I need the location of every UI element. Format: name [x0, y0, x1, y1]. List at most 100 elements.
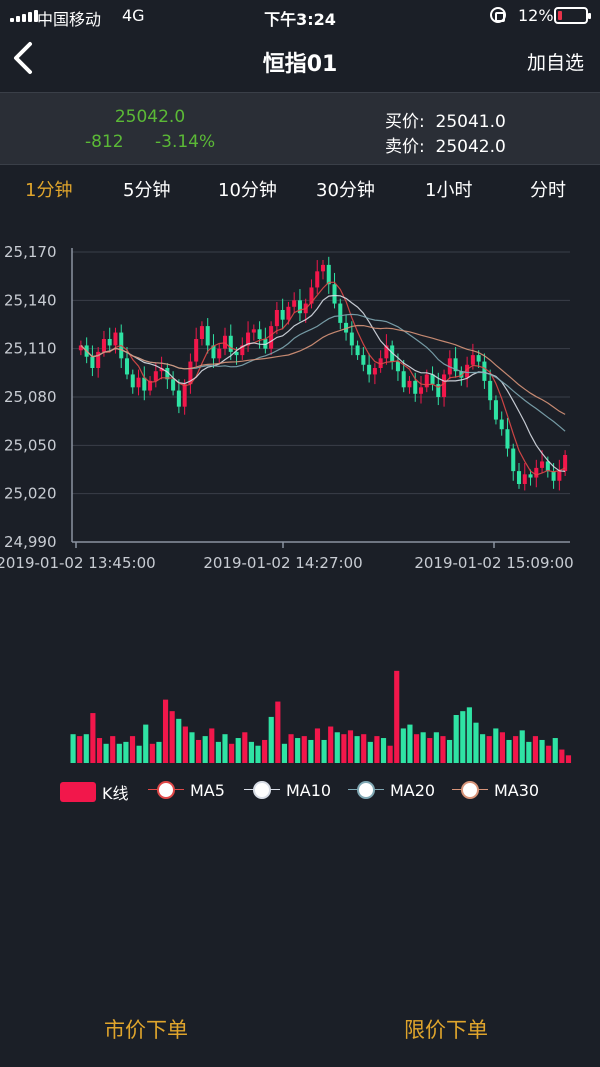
candle-body [372, 368, 377, 375]
candle-body [217, 348, 222, 359]
candle-body [459, 371, 464, 378]
candle-body [96, 351, 101, 368]
candle-body [176, 390, 181, 407]
volume-bar [189, 732, 195, 763]
candle-body [194, 339, 199, 362]
volume-bar [433, 732, 439, 763]
candle-body [182, 384, 187, 407]
bid-value: 25041.0 [435, 112, 506, 132]
volume-bar [552, 738, 558, 763]
volume-bar [169, 711, 175, 763]
candle-body [418, 387, 424, 394]
volume-bar [156, 741, 162, 763]
volume-bar [295, 738, 301, 763]
candle-body [142, 377, 147, 391]
candle-body [401, 371, 406, 388]
candle-body [309, 287, 314, 304]
ma30-line [80, 324, 566, 415]
volume-bar [440, 736, 446, 763]
candle-body [551, 471, 556, 481]
candle-body [148, 380, 153, 391]
candlestick-chart[interactable]: 25,170 25,140 25,110 25,080 25,050 25,020 24,9… [0, 230, 600, 575]
volume-bar [162, 699, 169, 763]
volume-bar [354, 736, 360, 763]
candle-body [326, 264, 331, 285]
candle-body [113, 332, 118, 346]
volume-bar [473, 722, 479, 763]
candle-body [153, 371, 158, 381]
y-tick-label: 25,080 [4, 388, 57, 406]
battery-percent: 12% [518, 6, 554, 25]
candle-body [315, 271, 320, 288]
limit-order-button[interactable]: 限价下单 [404, 1018, 488, 1042]
volume-bar [361, 734, 367, 763]
volume-bar [546, 745, 552, 763]
candle-body [465, 364, 470, 378]
volume-bar [387, 745, 393, 763]
volume-bar [539, 739, 545, 763]
rotation-lock-icon [490, 7, 506, 23]
candle-body [297, 300, 302, 314]
y-tick-label: 25,170 [4, 243, 57, 261]
candle-body [511, 448, 516, 472]
candle-body [246, 332, 251, 346]
volume-bar [506, 739, 512, 763]
legend-k: K线 [60, 780, 129, 804]
candle-body [240, 345, 245, 356]
candle-body [274, 310, 279, 327]
x-tick-label: 2019-01-02 13:45:00 [0, 554, 156, 572]
volume-bar [83, 734, 89, 763]
volume-bar [182, 726, 188, 763]
candle-body [344, 322, 349, 333]
candle-body [522, 474, 527, 484]
candle-body [476, 355, 481, 362]
volume-bar [176, 718, 182, 763]
candle-body [332, 284, 337, 304]
volume-bar [559, 749, 565, 763]
candle-body [436, 384, 441, 397]
volume-bar [347, 730, 354, 763]
chevron-left-icon [14, 42, 32, 74]
legend-ma10-label: MA10 [286, 780, 332, 800]
y-tick-label: 25,110 [4, 340, 57, 358]
chart-legend: K线 MA5 MA10 MA20 MA30 [60, 776, 590, 806]
tab-30min[interactable]: 30分钟 [316, 180, 375, 201]
add-watchlist-button[interactable]: 加自选 [526, 52, 584, 74]
volume-bar [275, 701, 281, 763]
candle-body [338, 303, 343, 323]
volume-bar [499, 732, 505, 763]
legend-ma20: MA20 [348, 780, 435, 800]
volume-bar [367, 741, 373, 763]
ask-value: 25042.0 [435, 137, 506, 157]
candle-body [545, 461, 550, 472]
volume-bar [308, 739, 314, 763]
legend-ma5: MA5 [148, 780, 225, 800]
candle-body [159, 368, 164, 372]
ask-price: 卖价: 25042.0 [385, 132, 506, 157]
candle-body [228, 335, 233, 352]
candle-body [136, 377, 141, 388]
candle-body [188, 361, 193, 385]
k-line-swatch [60, 782, 96, 802]
volume-bar [453, 715, 459, 763]
tab-5min[interactable]: 5分钟 [123, 180, 171, 201]
market-order-button[interactable]: 市价下单 [104, 1018, 188, 1042]
y-tick-label: 25,020 [4, 485, 57, 503]
network-label: 4G [122, 6, 145, 25]
back-button[interactable] [10, 40, 50, 80]
volume-bar [427, 738, 433, 763]
volume-bar [532, 736, 539, 763]
candle-body [222, 335, 228, 349]
tab-timeshare[interactable]: 分时 [530, 180, 566, 201]
tab-1hour[interactable]: 1小时 [425, 180, 473, 201]
candle-body [280, 310, 285, 320]
volume-bar [281, 743, 288, 763]
volume-bar [328, 726, 334, 763]
tab-10min[interactable]: 10分钟 [218, 180, 277, 201]
volume-bar [460, 711, 466, 763]
candle-body [563, 455, 568, 472]
candle-body [540, 461, 545, 468]
x-tick-label: 2019-01-02 14:27:00 [203, 554, 362, 572]
tab-1min[interactable]: 1分钟 [25, 180, 73, 201]
volume-bar [136, 745, 142, 763]
